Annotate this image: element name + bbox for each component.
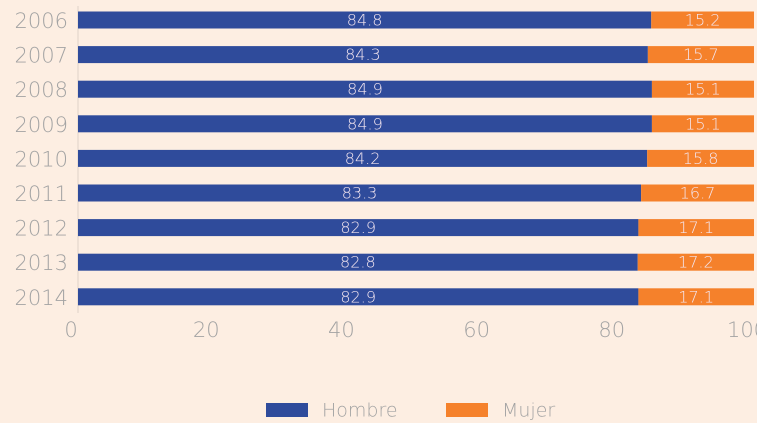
data-label: 82.9 bbox=[340, 218, 376, 237]
data-label: 15.2 bbox=[685, 11, 721, 30]
bar-segment bbox=[638, 219, 754, 237]
y-tick-label: 2006 bbox=[15, 9, 68, 33]
bar-segment bbox=[78, 115, 652, 133]
bar-segment bbox=[78, 253, 638, 271]
bar-segment bbox=[638, 288, 754, 306]
data-label: 15.7 bbox=[683, 45, 719, 64]
bar-segment bbox=[647, 46, 754, 64]
data-label: 82.9 bbox=[340, 287, 376, 306]
bar-segment bbox=[78, 80, 652, 98]
data-label: 15.8 bbox=[683, 149, 719, 168]
y-tick-label: 2013 bbox=[15, 251, 68, 275]
data-label: 15.1 bbox=[685, 80, 721, 99]
bar-segment bbox=[641, 184, 754, 202]
bar-segment bbox=[78, 219, 639, 237]
y-tick-label: 2014 bbox=[15, 286, 68, 310]
legend-swatch bbox=[266, 403, 308, 417]
y-tick-label: 2011 bbox=[15, 182, 68, 206]
bar-segment bbox=[78, 288, 639, 306]
legend-swatch bbox=[446, 403, 488, 417]
bar-segment bbox=[647, 149, 754, 167]
x-tick-label: 0 bbox=[64, 318, 77, 342]
bar-segment bbox=[637, 253, 754, 271]
bar-segment bbox=[651, 11, 754, 29]
legend-label: Hombre bbox=[322, 400, 398, 422]
data-label: 16.7 bbox=[680, 184, 716, 203]
data-label: 84.9 bbox=[347, 114, 383, 133]
data-label: 84.2 bbox=[345, 149, 381, 168]
y-tick-label: 2010 bbox=[15, 147, 68, 171]
data-label: 84.3 bbox=[345, 45, 381, 64]
legend-label: Mujer bbox=[502, 400, 555, 422]
x-tick-label: 100 bbox=[727, 318, 757, 342]
y-tick-label: 2009 bbox=[15, 113, 68, 137]
bar-segment bbox=[78, 11, 652, 29]
x-tick-label: 80 bbox=[598, 318, 625, 342]
x-tick-label: 60 bbox=[463, 318, 490, 342]
data-label: 15.1 bbox=[685, 114, 721, 133]
bar-segment bbox=[651, 80, 754, 98]
y-tick-label: 2007 bbox=[15, 44, 68, 68]
data-label: 82.8 bbox=[340, 253, 376, 272]
data-label: 17.2 bbox=[678, 253, 714, 272]
y-tick-label: 2012 bbox=[15, 217, 68, 241]
bar-segment bbox=[651, 115, 754, 133]
data-label: 83.3 bbox=[342, 184, 378, 203]
data-label: 17.1 bbox=[678, 218, 714, 237]
bar-segment bbox=[78, 184, 642, 202]
data-label: 17.1 bbox=[678, 287, 714, 306]
bar-segment bbox=[78, 46, 648, 64]
bar-segment bbox=[78, 149, 648, 167]
data-label: 84.8 bbox=[347, 11, 383, 30]
x-tick-label: 40 bbox=[328, 318, 355, 342]
x-tick-label: 20 bbox=[193, 318, 220, 342]
data-label: 84.9 bbox=[347, 80, 383, 99]
y-tick-label: 2008 bbox=[15, 78, 68, 102]
